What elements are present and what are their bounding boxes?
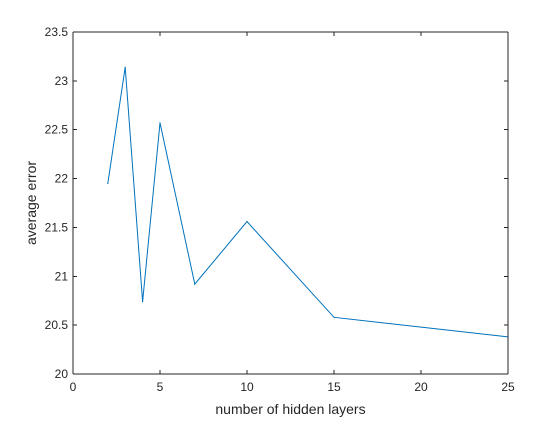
y-tick-label: 21 — [55, 269, 69, 283]
plot-area-background — [73, 32, 508, 374]
y-tick-label: 20 — [55, 367, 69, 381]
data-point — [124, 66, 126, 68]
y-tick-label: 23 — [55, 74, 69, 88]
x-tick-label: 20 — [414, 380, 428, 394]
x-tick-label: 5 — [157, 380, 164, 394]
data-point — [194, 283, 196, 285]
data-point — [333, 316, 335, 318]
y-axis-label: average error — [23, 161, 39, 245]
x-axis-label: number of hidden layers — [215, 401, 365, 417]
x-tick-label: 25 — [501, 380, 515, 394]
x-tick-label: 0 — [70, 380, 77, 394]
axes-layer — [72, 31, 509, 375]
y-tick-label: 20.5 — [45, 318, 69, 332]
data-point — [142, 301, 144, 303]
y-tick-label: 21.5 — [45, 220, 69, 234]
ticks-layer: 0 5 10 15 20 25 20 20.5 21 21.5 22 22.5 23 23.5 — [45, 25, 515, 394]
data-point — [246, 220, 248, 223]
data-point — [159, 122, 161, 124]
y-tick-label: 22.5 — [45, 123, 69, 137]
x-tick-label: 15 — [327, 380, 341, 394]
data-point — [107, 182, 109, 185]
y-tick-label: 22 — [55, 172, 69, 186]
y-tick-label: 23.5 — [45, 25, 69, 39]
series-line — [107, 67, 509, 338]
x-tick-label: 10 — [240, 380, 254, 394]
